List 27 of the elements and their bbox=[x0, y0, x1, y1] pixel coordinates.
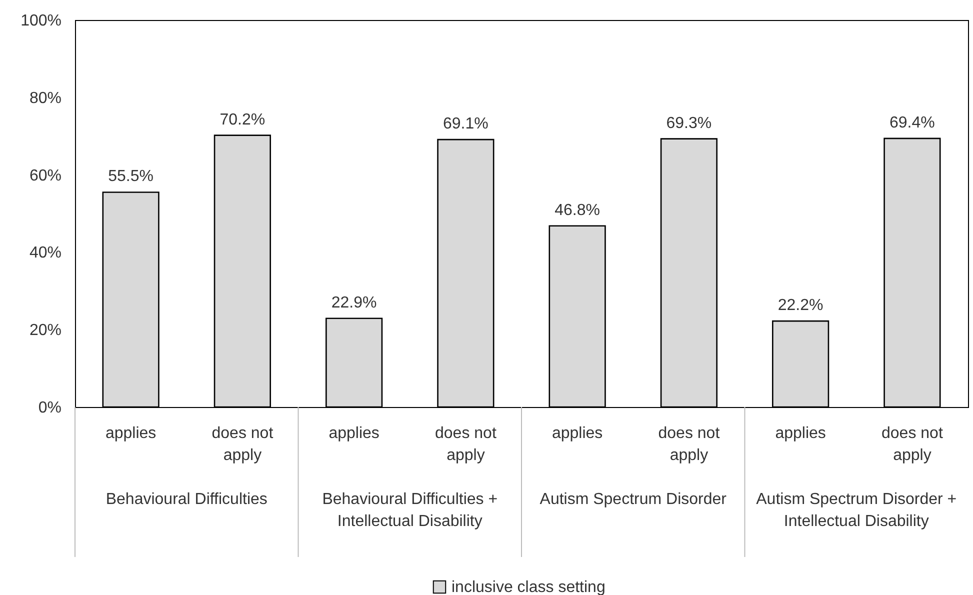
text: Autism Spectrum Disorder + Intellectual Disability bbox=[756, 491, 957, 530]
y-tick-label: 40% bbox=[29, 244, 62, 262]
x-tick-label: does not apply bbox=[881, 425, 944, 464]
data-label: 69.4% bbox=[890, 114, 935, 132]
data-label: 69.3% bbox=[666, 114, 712, 132]
x-tick-label: applies bbox=[552, 425, 603, 442]
data-label: 69.1% bbox=[443, 116, 488, 133]
data-label: 22.9% bbox=[331, 294, 377, 312]
y-tick-label: 0% bbox=[38, 400, 62, 416]
y-tick-label: 60% bbox=[29, 167, 62, 184]
x-tick-label: applies bbox=[105, 425, 156, 442]
x-tick-label: applies bbox=[775, 425, 826, 442]
x-tick-label: does not apply bbox=[212, 425, 274, 464]
x-tick-label: does not apply bbox=[434, 425, 497, 464]
data-label: 55.5% bbox=[108, 168, 154, 186]
text: Autism Spectrum Disorder bbox=[540, 491, 728, 508]
x-tick-label: does not apply bbox=[658, 425, 720, 464]
y-tick-label: 20% bbox=[29, 322, 62, 340]
data-label: 22.2% bbox=[778, 297, 824, 314]
data-label: 46.8% bbox=[554, 202, 600, 219]
legend-label: inclusive class setting bbox=[452, 579, 606, 595]
text: Behavioural Difficulties bbox=[106, 491, 268, 508]
y-tick-label: 100% bbox=[20, 12, 62, 30]
text: Behavioural Difficulties + Intellectual Disability bbox=[322, 491, 498, 530]
x-tick-label: applies bbox=[328, 425, 380, 442]
data-label: 70.2% bbox=[220, 111, 266, 128]
y-tick-label: 80% bbox=[29, 90, 62, 107]
